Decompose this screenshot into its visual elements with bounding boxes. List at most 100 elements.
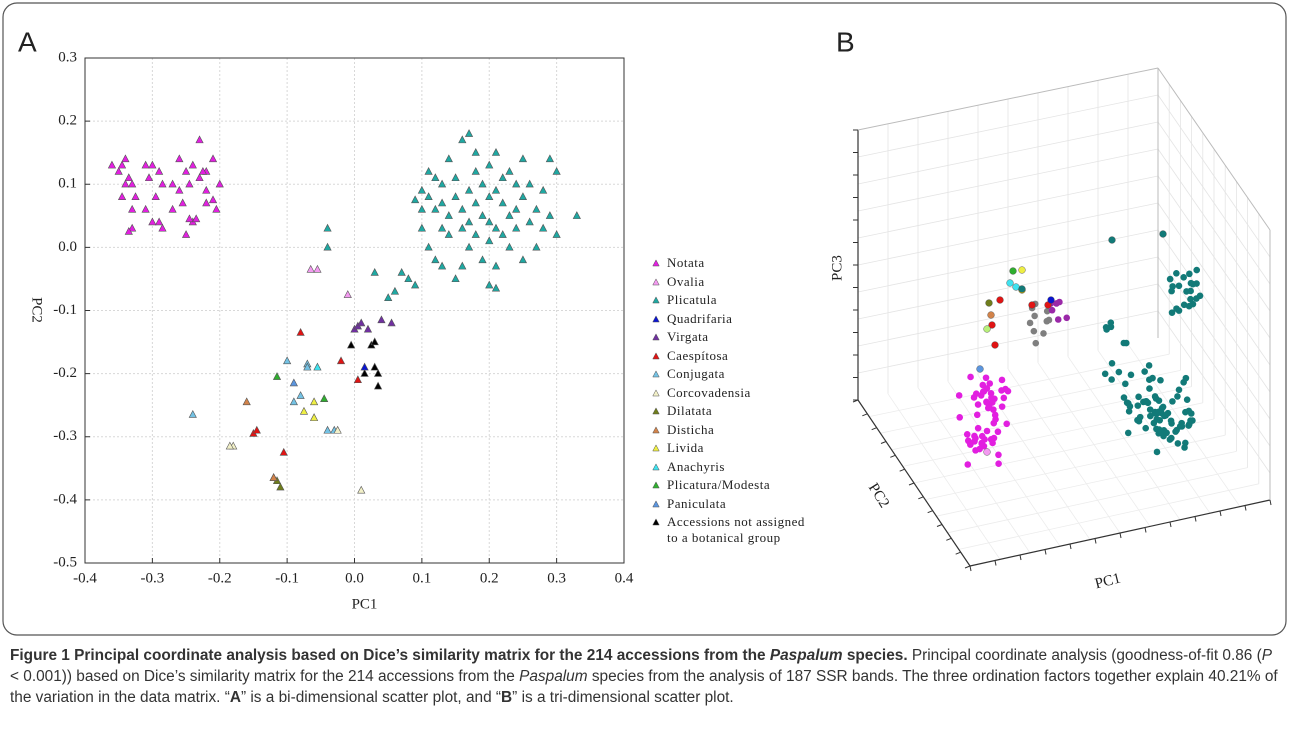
point [387,318,396,327]
decorative-point [1172,428,1179,435]
point [518,154,528,163]
point [283,356,292,365]
y-tick-label: 0.2 [58,113,77,129]
point [121,179,130,188]
legend-marker [652,370,660,378]
point [437,223,447,232]
legend-label: Accessions not assigned to a botanical g… [667,514,805,545]
legend-marker [652,425,660,433]
decorative-point [1101,370,1109,378]
point [313,264,322,273]
legend-marker [652,518,660,526]
point [188,160,197,169]
axis-frame [857,175,1159,239]
decorative-point [1168,309,1176,316]
point [141,204,150,213]
decorative-point [1135,393,1142,401]
decorative-point [983,448,991,456]
decorative-point [1124,429,1132,437]
decorative-point [998,376,1006,384]
decorative-point [1054,316,1062,323]
decorative-point [979,388,987,395]
decorative-point [978,432,986,440]
decorative-point [1175,386,1183,394]
point [202,185,211,194]
legend-label: Conjugata [667,366,725,381]
point [208,154,218,163]
point [269,473,278,481]
axis-frame [913,418,1215,484]
panel-label: A [18,26,37,57]
decorative-point [1173,305,1180,312]
point [188,410,197,418]
decorative-point [1173,269,1180,277]
axis-frame [1144,527,1147,533]
legend-marker [652,296,660,304]
decorative-point [983,398,990,406]
decorative-point [991,341,999,349]
caption-text: < 0.001)) based on Dice’s similarity mat… [10,668,520,685]
point [444,211,453,219]
point [323,425,332,434]
legend-item: Dilatata [652,403,817,419]
decorative-point [987,311,995,319]
decorative-point [1174,440,1182,447]
decorative-point [994,428,1002,436]
point [158,223,167,232]
caption-text: Principal coordinate analysis (goodness-… [907,647,1262,664]
point [168,204,177,213]
figure-border [2,2,1287,636]
point [485,280,494,289]
legend-label: Plicatula [667,292,717,307]
legend-marker [652,314,660,322]
decorative-point [1166,275,1174,283]
decorative-point [1108,236,1116,244]
y-tick-label: -0.2 [53,365,77,381]
axis-frame [890,454,896,458]
legend-item: Caespítosa [652,348,817,364]
decorative-point [1153,416,1160,423]
decorative-point [1182,374,1190,382]
point [491,261,501,270]
z-axis-label: PC3 [829,255,845,281]
caption-text: ” is a bi-dimensional scatter plot, and … [240,689,502,706]
point [299,406,309,415]
legend-label: Ovalia [667,273,705,289]
point [471,230,480,238]
point [491,283,501,292]
axis-frame [1097,350,1211,514]
decorative-point [1182,439,1189,447]
decorative-point [1146,406,1154,413]
point [225,441,234,450]
caption-text: Figure 1 Principal coordinate analysis b… [10,647,770,664]
decorative-point [1168,434,1175,442]
point [512,204,521,213]
point [431,255,440,264]
x-tick-label: 0.3 [547,570,566,586]
decorative-point [1180,274,1187,281]
point [353,375,362,384]
decorative-point [1120,394,1128,401]
point [444,230,453,238]
legend-marker [652,259,660,267]
point [370,337,379,346]
point [444,154,453,163]
decorative-point [1142,424,1150,432]
decorative-point [963,431,971,438]
point [545,154,554,163]
point [252,425,261,434]
decorative-point [978,439,986,447]
legend-label: Paniculata [667,495,727,511]
decorative-point [1063,314,1071,322]
y-tick-label: -0.1 [53,302,77,318]
axis-frame [918,496,924,500]
point [242,397,251,406]
decorative-point [1159,403,1167,411]
point [175,154,184,163]
panel-b: PC3 PC2 PC1 [829,67,1272,592]
decorative-point [989,439,996,447]
point [289,378,298,387]
decorative-point [988,394,995,402]
point [323,242,332,251]
